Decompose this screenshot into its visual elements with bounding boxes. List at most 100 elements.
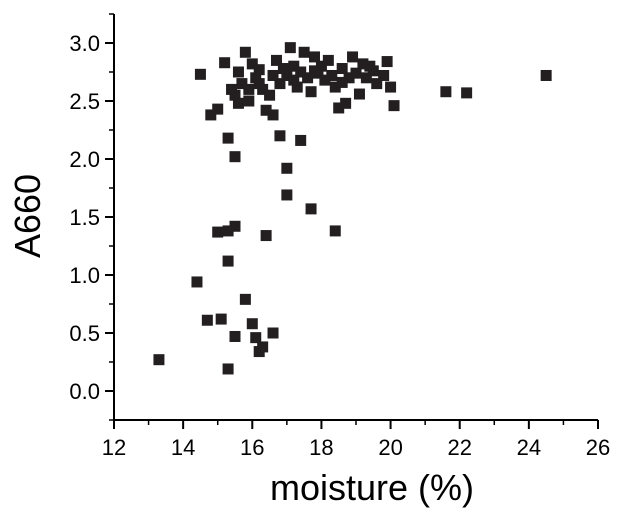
data-point xyxy=(257,341,269,353)
data-point xyxy=(246,58,258,70)
x-tick-label: 16 xyxy=(240,435,264,460)
x-tick-label: 20 xyxy=(378,435,402,460)
data-point xyxy=(205,109,217,121)
data-point xyxy=(253,78,265,90)
x-tick-label: 18 xyxy=(309,435,333,460)
data-point xyxy=(194,68,206,80)
data-point xyxy=(267,327,279,339)
y-tick-label: 1.0 xyxy=(69,263,100,288)
data-point xyxy=(222,363,234,375)
x-tick-label: 24 xyxy=(517,435,541,460)
data-point xyxy=(239,293,251,305)
data-point xyxy=(257,83,269,95)
data-point xyxy=(277,63,289,75)
data-point xyxy=(357,58,369,70)
data-point xyxy=(250,332,262,344)
data-point xyxy=(239,46,251,58)
data-point xyxy=(253,64,265,76)
data-point xyxy=(350,67,362,79)
y-tick-label: 1.5 xyxy=(69,205,100,230)
data-point xyxy=(236,78,248,90)
data-point xyxy=(243,83,255,95)
data-point xyxy=(226,83,238,95)
data-point xyxy=(246,318,258,330)
data-point xyxy=(295,66,307,78)
data-point xyxy=(288,74,300,86)
data-point xyxy=(440,86,452,98)
data-point xyxy=(229,89,241,101)
axes: 12 14 16 18 20 22 24 26 0.0 0.5 1.0 1.5 2.0 2.5 3.0 xyxy=(69,13,610,460)
data-point xyxy=(219,57,231,69)
data-point xyxy=(222,255,234,267)
data-point xyxy=(215,313,227,325)
data-point xyxy=(222,225,234,237)
x-tick-label: 12 xyxy=(102,435,126,460)
data-point xyxy=(229,220,241,232)
x-tick-label: 26 xyxy=(586,435,610,460)
data-point xyxy=(385,81,397,93)
data-point xyxy=(340,97,352,109)
data-point xyxy=(343,72,355,84)
y-axis-title: A660 xyxy=(7,174,48,258)
data-point xyxy=(322,54,334,66)
data-point xyxy=(229,330,241,342)
y-tick-label: 0.5 xyxy=(69,321,100,346)
data-point xyxy=(305,86,317,98)
data-point xyxy=(364,60,376,72)
y-tick-label: 0.0 xyxy=(69,379,100,404)
data-point xyxy=(274,78,286,90)
data-point xyxy=(315,60,327,72)
data-point xyxy=(288,60,300,72)
data-point xyxy=(281,69,293,81)
data-point xyxy=(329,81,341,93)
data-point xyxy=(243,95,255,107)
data-point xyxy=(267,69,279,81)
data-point xyxy=(284,42,296,54)
data-point xyxy=(229,151,241,163)
data-point xyxy=(212,226,224,238)
data-point xyxy=(378,69,390,81)
data-point xyxy=(260,104,272,116)
data-point xyxy=(305,203,317,215)
data-point xyxy=(336,63,348,75)
data-point xyxy=(309,51,321,63)
data-point xyxy=(281,189,293,201)
x-tick-label: 22 xyxy=(447,435,471,460)
data-point xyxy=(264,89,276,101)
data-point xyxy=(291,81,303,93)
data-point xyxy=(329,225,341,237)
data-point xyxy=(232,66,244,78)
data-point xyxy=(461,87,473,99)
data-point xyxy=(347,51,359,63)
data-points xyxy=(153,42,552,375)
data-point xyxy=(250,72,262,84)
data-point xyxy=(153,354,165,366)
data-point xyxy=(260,230,272,242)
data-point xyxy=(360,72,372,84)
x-axis-title: moisture (%) xyxy=(270,467,474,508)
data-point xyxy=(353,88,365,100)
data-point xyxy=(274,130,286,142)
data-point xyxy=(295,134,307,146)
x-tick-label: 14 xyxy=(171,435,195,460)
data-point xyxy=(326,69,338,81)
data-point xyxy=(309,65,321,77)
data-point xyxy=(319,74,331,86)
data-point xyxy=(201,314,213,326)
data-point xyxy=(212,103,224,115)
data-point xyxy=(270,54,282,66)
data-point xyxy=(222,132,234,144)
data-point xyxy=(302,72,314,84)
data-point xyxy=(540,69,552,81)
data-point xyxy=(336,76,348,88)
data-point xyxy=(388,100,400,112)
data-point xyxy=(371,78,383,90)
data-point xyxy=(267,109,279,121)
data-point xyxy=(333,102,345,114)
data-point xyxy=(281,162,293,174)
data-point xyxy=(232,97,244,109)
data-point xyxy=(191,276,203,288)
y-tick-label: 3.0 xyxy=(69,31,100,56)
y-tick-label: 2.5 xyxy=(69,89,100,114)
